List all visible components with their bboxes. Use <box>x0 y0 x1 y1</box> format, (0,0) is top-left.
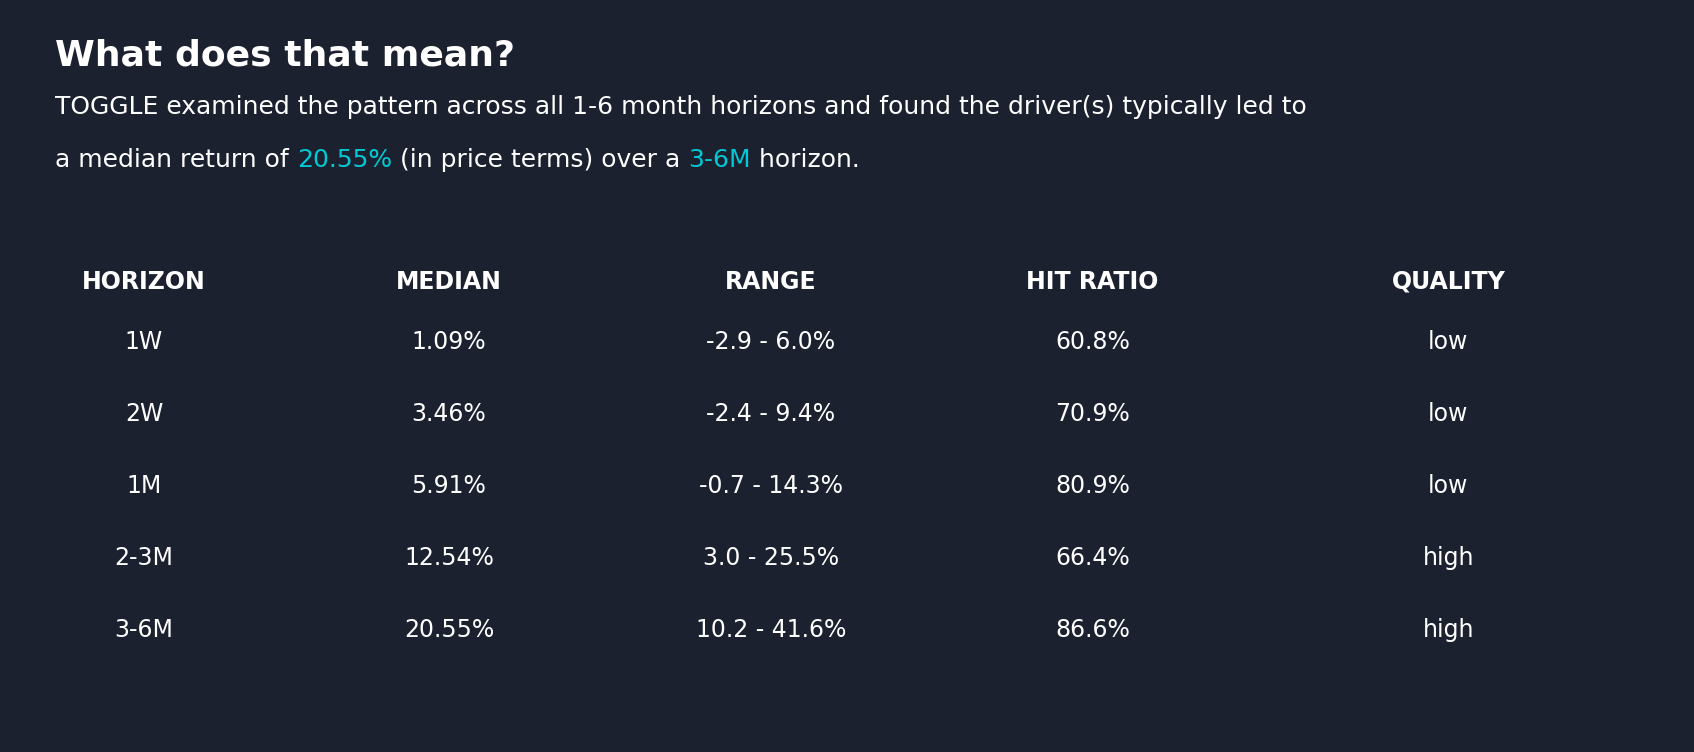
Text: 20.55%: 20.55% <box>403 618 495 642</box>
Text: 80.9%: 80.9% <box>1055 474 1130 498</box>
Text: horizon.: horizon. <box>750 148 859 172</box>
Text: QUALITY: QUALITY <box>1391 270 1506 294</box>
Text: HORIZON: HORIZON <box>81 270 207 294</box>
Text: (in price terms) over a: (in price terms) over a <box>391 148 688 172</box>
Text: 86.6%: 86.6% <box>1055 618 1130 642</box>
Text: HIT RATIO: HIT RATIO <box>1027 270 1159 294</box>
Text: 1.09%: 1.09% <box>412 330 486 354</box>
Text: 3-6M: 3-6M <box>115 618 173 642</box>
Text: high: high <box>1423 618 1474 642</box>
Text: a median return of: a median return of <box>54 148 296 172</box>
Text: RANGE: RANGE <box>725 270 817 294</box>
Text: low: low <box>1428 402 1469 426</box>
Text: 1M: 1M <box>127 474 161 498</box>
Text: 5.91%: 5.91% <box>412 474 486 498</box>
Text: -2.9 - 6.0%: -2.9 - 6.0% <box>706 330 835 354</box>
Text: -2.4 - 9.4%: -2.4 - 9.4% <box>706 402 835 426</box>
Text: low: low <box>1428 474 1469 498</box>
Text: 60.8%: 60.8% <box>1055 330 1130 354</box>
Text: -0.7 - 14.3%: -0.7 - 14.3% <box>698 474 844 498</box>
Text: high: high <box>1423 546 1474 570</box>
Text: 2W: 2W <box>125 402 163 426</box>
Text: 70.9%: 70.9% <box>1055 402 1130 426</box>
Text: TOGGLE examined the pattern across all 1-6 month horizons and found the driver(s: TOGGLE examined the pattern across all 1… <box>54 95 1306 119</box>
Text: 3-6M: 3-6M <box>688 148 750 172</box>
Text: MEDIAN: MEDIAN <box>396 270 501 294</box>
Text: 10.2 - 41.6%: 10.2 - 41.6% <box>696 618 845 642</box>
Text: 20.55%: 20.55% <box>296 148 391 172</box>
Text: 66.4%: 66.4% <box>1055 546 1130 570</box>
Text: 1W: 1W <box>125 330 163 354</box>
Text: 3.46%: 3.46% <box>412 402 486 426</box>
Text: 12.54%: 12.54% <box>403 546 495 570</box>
Text: 2-3M: 2-3M <box>115 546 173 570</box>
Text: low: low <box>1428 330 1469 354</box>
Text: What does that mean?: What does that mean? <box>54 38 515 72</box>
Text: 3.0 - 25.5%: 3.0 - 25.5% <box>703 546 839 570</box>
